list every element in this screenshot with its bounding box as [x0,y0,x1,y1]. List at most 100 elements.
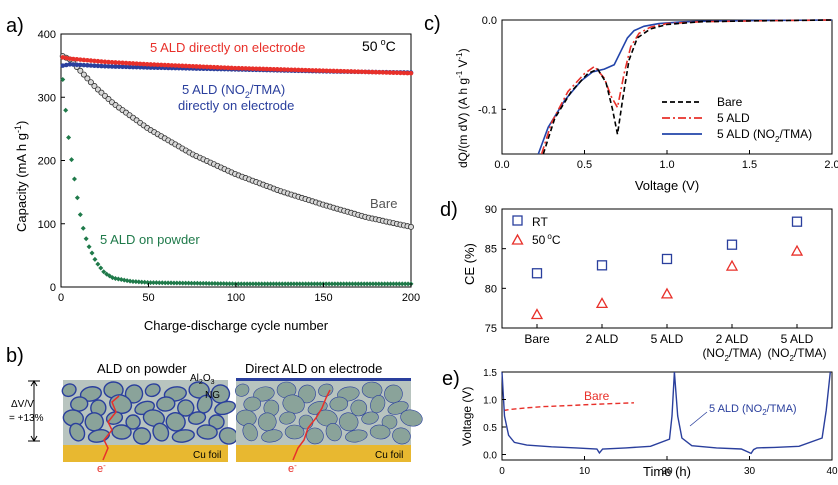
series-label-ald-no2-electrode-line2: directly on electrode [178,98,294,113]
data-point [299,67,305,73]
data-point [137,64,143,70]
data-point [92,63,97,68]
panel-a-label: a) [6,15,24,37]
series-line-5-ald-no2-tma [501,371,831,455]
data-point [390,281,396,287]
data-point [379,281,385,287]
data-point [393,281,399,287]
data-point [183,63,189,69]
data-point [123,64,129,70]
panel-e-xlabel: Time (h) [643,464,691,479]
ng-particle [325,423,342,442]
x-tick-label: 1.0 [659,159,674,171]
data-point [394,70,400,76]
data-point [282,67,287,72]
panel-e-data-marks [501,371,831,455]
data-point [120,64,125,70]
data-point [387,70,393,75]
data-point [71,176,77,182]
data-point [595,297,609,309]
ng-particle [242,423,258,442]
series-label-ald-no2-electrode: 5 ALD (NO2/TMA) [182,82,285,100]
data-point [388,281,394,287]
data-point [78,62,83,68]
data-point [373,281,379,287]
data-point [262,281,268,287]
ng-particle [298,384,316,404]
data-point [88,63,94,68]
data-point [197,280,203,286]
data-point [408,70,414,76]
x-tick-label: 10 [579,466,591,477]
data-point [165,62,171,68]
data-point [250,66,256,71]
data-point [86,244,92,250]
data-point [142,279,148,285]
data-point [384,70,389,75]
data-point [229,281,235,287]
ng-particle [381,414,398,430]
data-point [74,195,80,201]
series-5-ald-directly-on-electrode [60,55,414,76]
ng-particle [196,424,218,440]
data-point [71,56,76,62]
data-point [241,281,247,287]
panel-e-label-ald: 5 ALD (NO2/TMA) [709,403,797,417]
data-point [256,281,262,287]
data-point [358,281,364,287]
data-point [153,280,159,286]
data-point [306,281,312,287]
data-point [399,281,405,287]
data-point [102,63,108,69]
panel-e-ticks: 0 10 20 30 40 0.0 0.5 1.0 1.5 [483,368,838,477]
data-point [276,281,282,287]
panel-d: d) Bare 2 ALD 5 ALD 2 ALD(NO2/TMA)5 ALD(NO2… [440,199,833,363]
data-point [279,281,285,287]
data-point [148,62,153,67]
data-point [335,281,341,287]
x-tick-label: 2.0 [824,159,838,171]
legend-bare: Bare [717,95,743,109]
data-point [405,281,411,287]
data-point [67,56,73,61]
data-point [80,225,86,231]
category-label: 5 ALD [781,332,814,346]
data-point [253,66,259,72]
data-point [285,67,291,72]
panel-c: c) 0.0 0.5 1.0 1.5 2.0 0.0 -0.1 dQ/(m dV) (A h… [424,13,838,193]
data-point [211,64,217,70]
panel-a: a) 0 50 100 150 200 0 100 200 300 400 Capacity (m… [6,15,420,333]
series-label-ald-powder: 5 ALD on powder [100,232,200,247]
panel-b-label: b) [6,345,24,367]
data-point [364,281,370,287]
ng-particle [70,396,89,412]
data-point [247,281,253,287]
data-point [275,67,280,72]
ng-particle [105,411,124,425]
legend-50c: 50 oC [532,232,561,247]
data-point [285,281,291,287]
panel-b-schematic: b) ALD on powder Direct ALD on electrode… [6,345,423,475]
data-point [92,256,98,262]
data-point [162,280,168,286]
data-point [791,216,803,227]
ng-particle [124,384,144,404]
series-label-ald-electrode: 5 ALD directly on electrode [150,40,305,55]
data-point [222,65,227,70]
data-point [203,280,209,286]
data-point [790,244,804,256]
ng-particle [361,411,379,425]
ng-particle [142,409,166,427]
expansion-arrow [28,380,40,442]
data-point [218,65,224,70]
data-point [208,64,213,70]
data-point [85,63,90,68]
ng-particle [132,427,152,445]
cu-label-right: Cu foil [375,450,403,461]
data-point [133,279,139,285]
data-point [63,62,69,68]
data-point [405,70,410,76]
data-point [314,281,320,287]
data-point [246,66,252,71]
ng-particle [257,412,277,432]
